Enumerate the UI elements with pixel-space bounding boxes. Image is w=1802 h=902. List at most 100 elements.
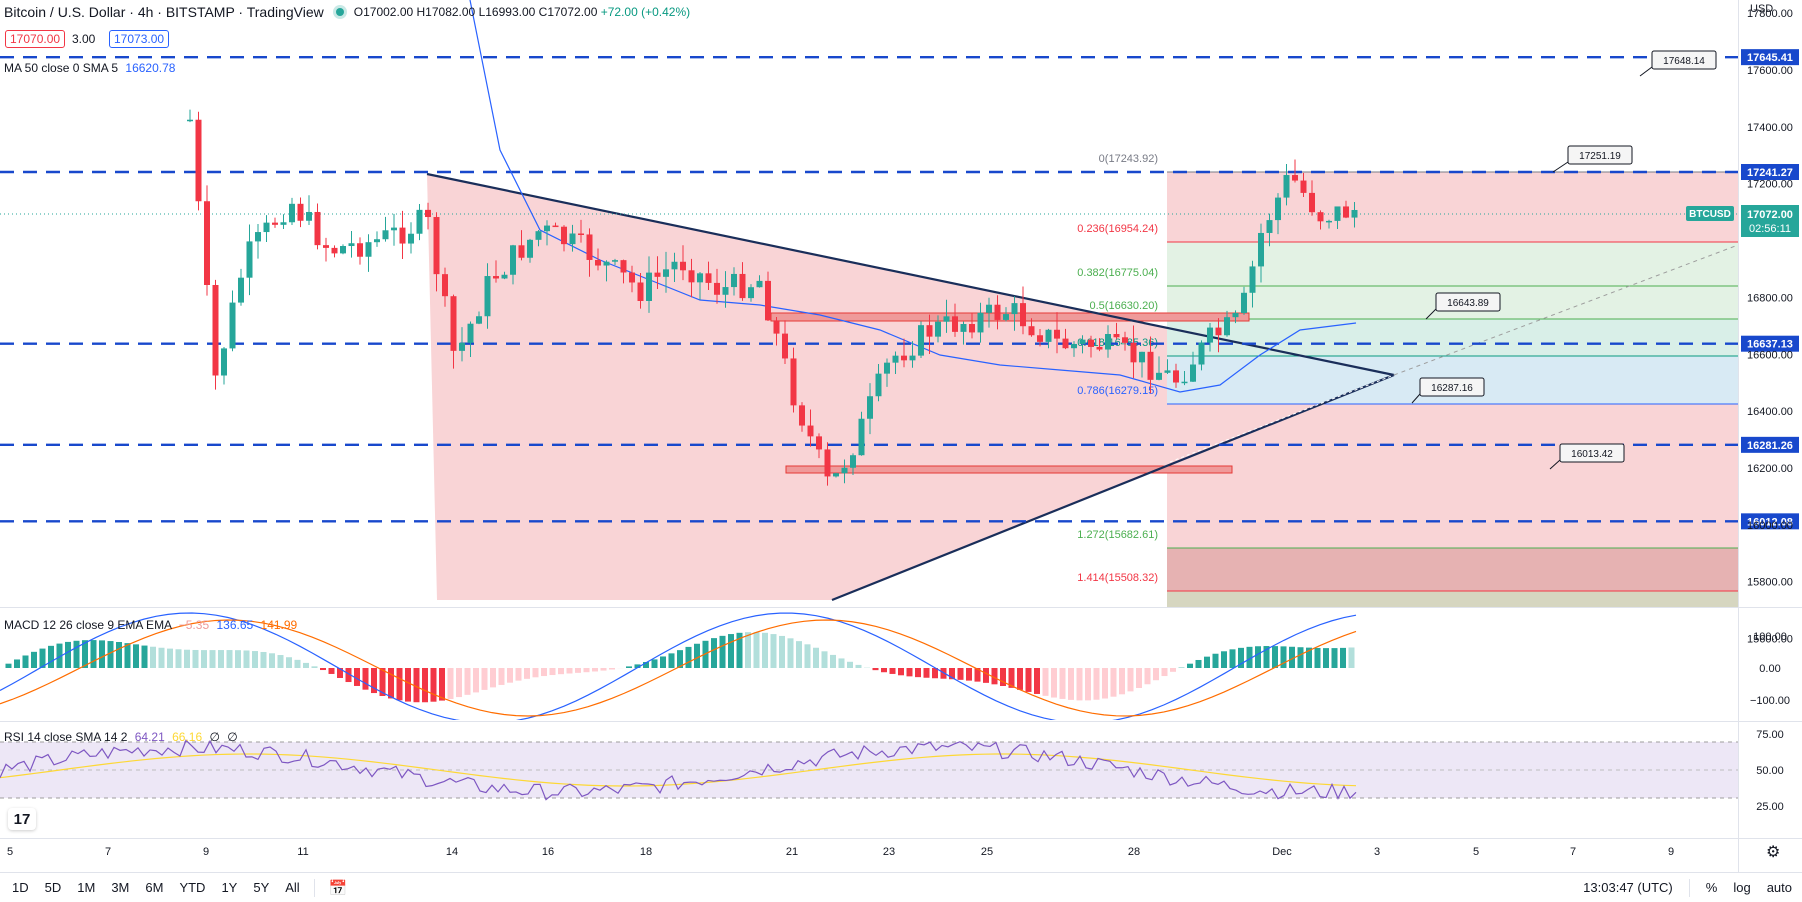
timeframe-6m[interactable]: 6M: [137, 880, 171, 895]
macd-bar: [1026, 668, 1032, 692]
candle: [187, 120, 193, 122]
candle: [315, 212, 321, 245]
macd-bar: [1332, 648, 1338, 668]
sell-button[interactable]: 17070.00: [5, 30, 65, 48]
timeframe-5y[interactable]: 5Y: [245, 880, 277, 895]
macd-bar: [269, 653, 275, 668]
candle: [1258, 233, 1264, 266]
resistance-zone[interactable]: [771, 313, 1249, 321]
candle: [638, 282, 644, 301]
candle: [459, 343, 465, 351]
log-toggle[interactable]: log: [1733, 880, 1750, 895]
candle: [417, 210, 423, 234]
macd-bar: [1102, 668, 1108, 699]
ma-legend[interactable]: MA 50 close 0 SMA 5 16620.78: [4, 61, 175, 75]
candle: [731, 274, 737, 287]
macd-bar: [1230, 649, 1236, 668]
candle: [893, 356, 899, 363]
date-range-icon[interactable]: 📅: [321, 879, 356, 897]
candle: [578, 233, 584, 235]
timeframe-all[interactable]: All: [277, 880, 307, 895]
candle: [629, 273, 635, 283]
candle: [646, 273, 652, 301]
timeframe-ytd[interactable]: YTD: [171, 880, 213, 895]
candle: [451, 296, 457, 351]
settings-gear-icon[interactable]: ⚙: [1766, 842, 1780, 862]
candle: [1080, 340, 1086, 344]
price-tick: 17400.00: [1747, 122, 1793, 134]
candle: [1105, 334, 1111, 350]
timeframe-5d[interactable]: 5D: [37, 880, 70, 895]
timeframe-1d[interactable]: 1D: [4, 880, 37, 895]
candle: [400, 228, 406, 244]
candle: [383, 230, 389, 239]
macd-bar: [796, 641, 802, 668]
macd-legend[interactable]: MACD 12 26 close 9 EMA EMA −5.35 136.65 …: [4, 618, 297, 632]
macd-bar: [473, 668, 479, 692]
candle: [323, 245, 329, 248]
candle: [1233, 313, 1239, 317]
macd-bar: [1034, 668, 1040, 694]
timeframe-3m[interactable]: 3M: [103, 880, 137, 895]
macd-bar: [142, 646, 148, 668]
candle: [774, 320, 780, 333]
candle: [1063, 339, 1069, 349]
candle: [918, 325, 924, 355]
candle: [1326, 221, 1332, 223]
auto-toggle[interactable]: auto: [1767, 880, 1792, 895]
macd-bar: [873, 668, 879, 670]
symbol-title[interactable]: Bitcoin / U.S. Dollar · 4h · BITSTAMP · …: [4, 4, 324, 20]
macd-bar: [1136, 668, 1142, 688]
price-callout[interactable]: 17251.19: [1553, 146, 1632, 172]
macd-bar: [1119, 668, 1125, 694]
candle: [1012, 303, 1018, 314]
candle: [544, 226, 550, 232]
candle: [1292, 175, 1298, 181]
tradingview-logo-icon[interactable]: 17: [8, 808, 36, 830]
candle: [740, 274, 746, 298]
macd-bar: [23, 655, 29, 668]
candle: [680, 262, 686, 271]
rsi-legend[interactable]: RSI 14 close SMA 14 2 64.21 66.16 ∅ ∅: [4, 730, 238, 744]
candle: [969, 324, 975, 332]
level-price-label: 17645.41: [1741, 49, 1799, 65]
macd-bar: [1170, 668, 1176, 672]
change-value: +72.00 (+0.42%): [601, 5, 690, 19]
macd-bar: [167, 649, 173, 668]
macd-bar: [48, 646, 54, 668]
price-callout[interactable]: 17648.14: [1640, 51, 1716, 76]
fib-level-label: 0.786(16279.15): [1077, 385, 1158, 397]
macd-bar: [482, 668, 488, 690]
macd-bar: [193, 650, 199, 668]
time-tick: 9: [203, 846, 209, 858]
macd-bar: [456, 668, 462, 697]
candle: [1037, 335, 1043, 342]
macd-bar: [592, 668, 598, 671]
ma-label: MA 50 close 0 SMA 5: [4, 61, 118, 75]
currency-label[interactable]: USD: [1750, 3, 1773, 15]
candle: [816, 436, 822, 449]
timeframe-1y[interactable]: 1Y: [213, 880, 245, 895]
price-tick: 16800.00: [1747, 292, 1793, 304]
candle: [349, 243, 355, 246]
clock-display[interactable]: 13:03:47 (UTC): [1583, 880, 1673, 895]
macd-bar: [1187, 664, 1193, 668]
time-tick: 5: [7, 846, 13, 858]
rsi-empty-2: ∅: [227, 730, 237, 744]
macd-bar: [924, 668, 930, 678]
candle: [808, 426, 814, 437]
buy-button[interactable]: 17073.00: [109, 30, 169, 48]
macd-bar: [958, 668, 964, 680]
macd-bar: [813, 648, 819, 668]
candle: [1199, 343, 1205, 365]
macd-bar: [1085, 668, 1091, 700]
price-tick: 17200.00: [1747, 179, 1793, 191]
candle: [213, 285, 219, 376]
candle: [952, 316, 958, 332]
candle: [306, 212, 312, 221]
candle: [1046, 330, 1052, 342]
candle: [1156, 373, 1162, 380]
percent-toggle[interactable]: %: [1706, 880, 1718, 895]
timeframe-1m[interactable]: 1M: [69, 880, 103, 895]
